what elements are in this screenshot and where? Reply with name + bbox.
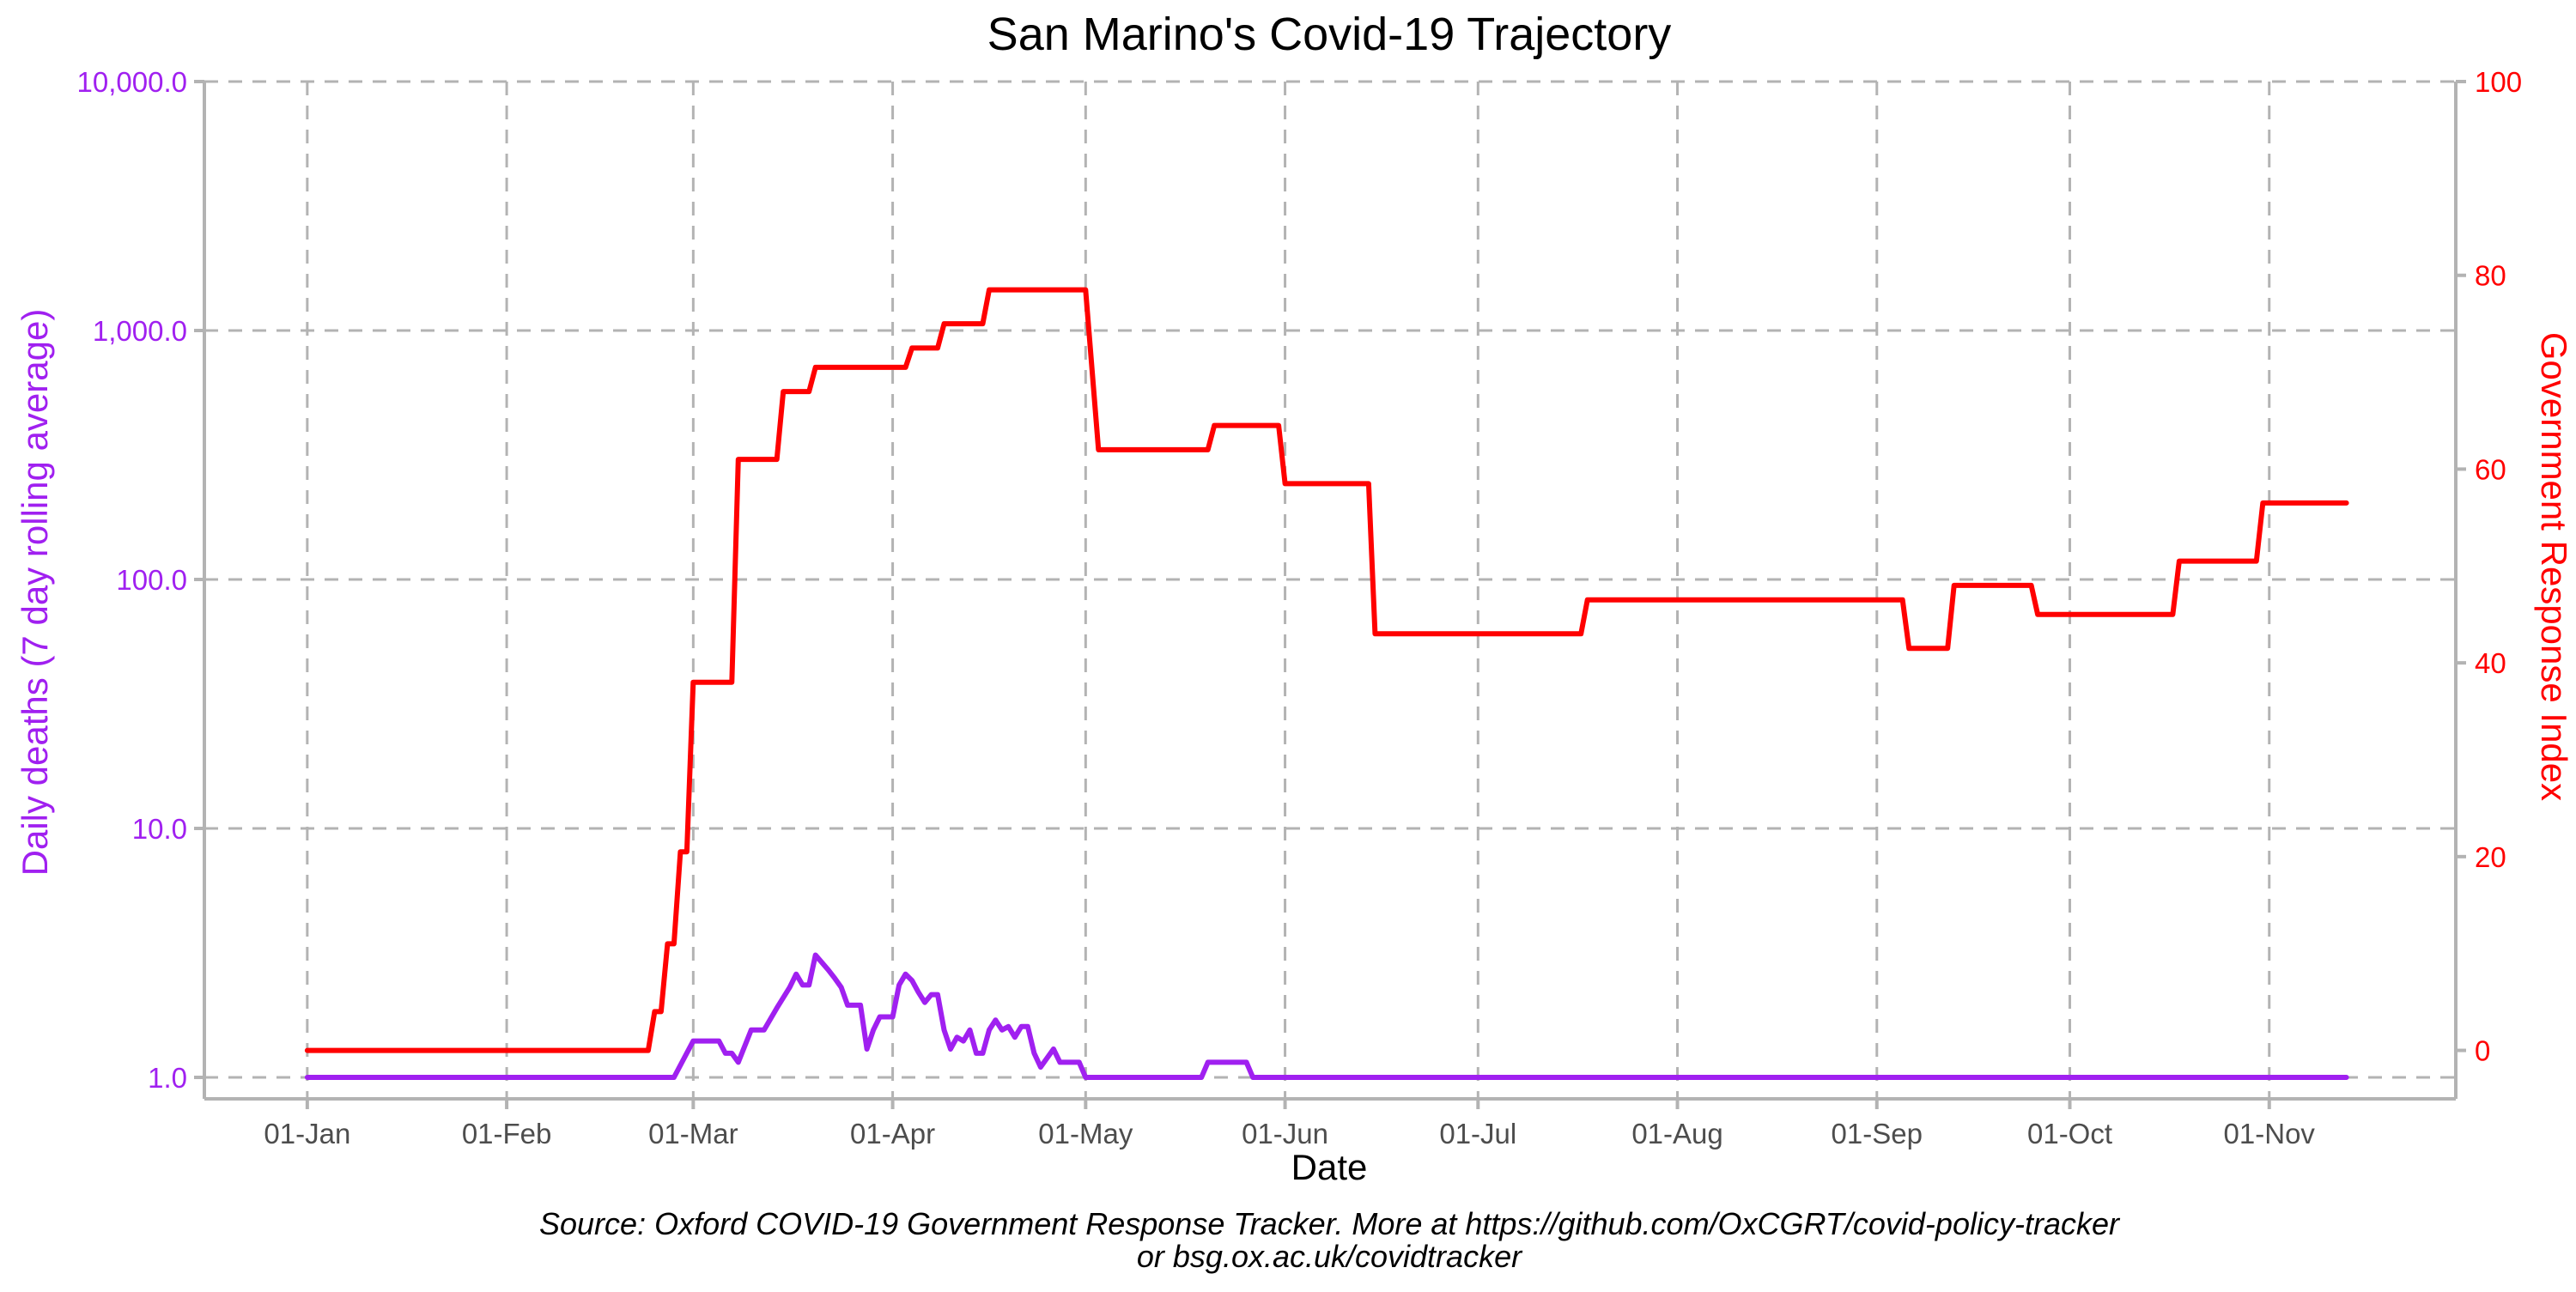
y-left-tick-label: 10.0 <box>132 813 187 845</box>
source-caption-line1: Source: Oxford COVID-19 Government Respo… <box>539 1206 2121 1241</box>
x-tick-label: 01-Oct <box>2027 1118 2112 1149</box>
x-tick-label: 01-Jun <box>1242 1118 1328 1149</box>
y-left-tick-label: 100.0 <box>116 564 187 596</box>
y-right-tick-label: 40 <box>2475 647 2506 679</box>
x-tick-label: 01-Jan <box>264 1118 350 1149</box>
source-caption-line2: or bsg.ox.ac.uk/covidtracker <box>1137 1239 1523 1274</box>
grid-lines <box>204 80 2456 1099</box>
y-right-tick-label: 60 <box>2475 453 2506 485</box>
x-tick-label: 01-Nov <box>2224 1118 2316 1149</box>
y-right-tick-label: 0 <box>2475 1035 2490 1067</box>
x-axis-title: Date <box>1291 1147 1368 1187</box>
y-right-tick-label: 80 <box>2475 260 2506 292</box>
x-tick-label: 01-Aug <box>1631 1118 1722 1149</box>
x-tick-label: 01-Apr <box>850 1118 935 1149</box>
series-lines <box>304 287 2349 1080</box>
y-left-tick-label: 10,000.0 <box>77 66 187 98</box>
chart-title: San Marino's Covid-19 Trajectory <box>987 9 1672 60</box>
x-tick-label: 01-Mar <box>648 1118 738 1149</box>
tick-labels: 01-Jan 01-Feb 01-Mar 01-Apr 01-May 01-Jun 01-J… <box>77 66 2523 1149</box>
y-axis-right-title: Government Response Index <box>2534 332 2574 801</box>
x-tick-label: 01-Feb <box>462 1118 552 1149</box>
y-left-tick-label: 1,000.0 <box>93 315 187 347</box>
y-right-tick-label: 100 <box>2475 66 2522 98</box>
x-tick-label: 01-May <box>1038 1118 1133 1149</box>
y-right-tick-label: 20 <box>2475 841 2506 873</box>
axes <box>194 80 2466 1109</box>
y-left-tick-label: 1.0 <box>148 1062 187 1094</box>
government-response-index-line <box>304 287 2349 1053</box>
x-tick-label: 01-Jul <box>1439 1118 1516 1149</box>
daily-deaths-line <box>304 952 2349 1080</box>
x-tick-label: 01-Sep <box>1832 1118 1923 1149</box>
y-axis-left-title: Daily deaths (7 day rolling average) <box>15 309 55 876</box>
